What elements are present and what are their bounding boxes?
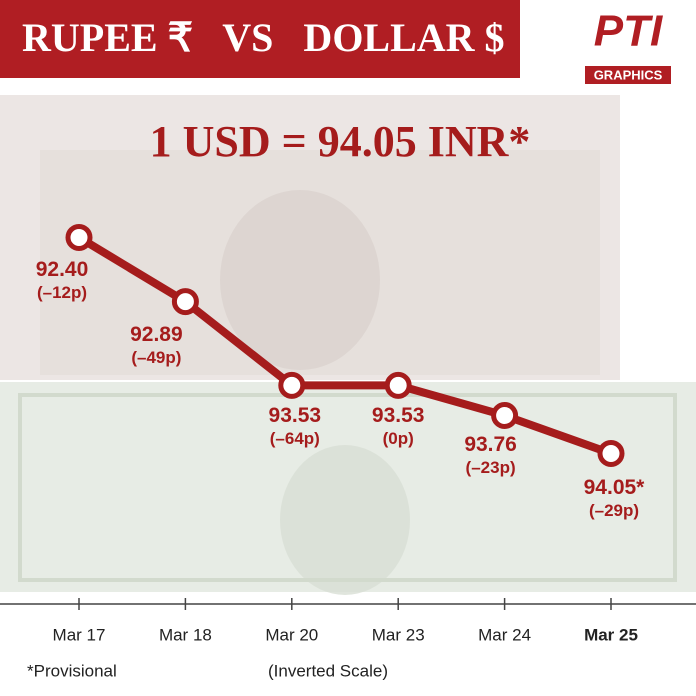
change-label: (–23p): [466, 458, 516, 477]
line: [76, 234, 613, 458]
point: [171, 288, 199, 316]
note-border: [18, 393, 677, 582]
footnote: *Provisional: [27, 661, 117, 680]
x-tick-label: Mar 25: [584, 625, 638, 644]
x-tick-label: Mar 24: [478, 625, 531, 644]
logo-sub: GRAPHICS: [594, 67, 663, 82]
note-portrait: [280, 445, 410, 595]
value-label: 92.40: [36, 258, 89, 281]
x-tick-label: Mar 18: [159, 625, 212, 644]
scale-note: (Inverted Scale): [268, 661, 388, 680]
value-label: 94.05*: [584, 476, 646, 499]
value-label: 93.76: [464, 433, 517, 456]
header-band: [0, 0, 520, 78]
point: [278, 371, 306, 399]
x-tick-label: Mar 17: [53, 625, 106, 644]
value-label: 93.53: [269, 404, 322, 427]
header-title: RUPEE ₹ VS DOLLAR $: [22, 15, 505, 60]
change-label: (–64p): [270, 429, 320, 448]
logo-box: [585, 66, 671, 84]
change-label: (–49p): [131, 348, 181, 367]
x-tick-label: Mar 23: [372, 625, 425, 644]
note-portrait: [220, 190, 380, 370]
point: [384, 371, 412, 399]
change-label: (–12p): [37, 283, 87, 302]
logo: PTI: [594, 7, 663, 56]
change-label: (–29p): [589, 501, 639, 520]
point: [65, 223, 93, 251]
point: [491, 401, 519, 429]
x-tick-label: Mar 20: [265, 625, 318, 644]
point: [597, 439, 625, 467]
value-label: 93.53: [372, 404, 425, 427]
value-label: 92.89: [130, 323, 183, 346]
change-label: (0p): [383, 429, 414, 448]
chart-title: 1 USD = 94.05 INR*: [150, 117, 531, 166]
